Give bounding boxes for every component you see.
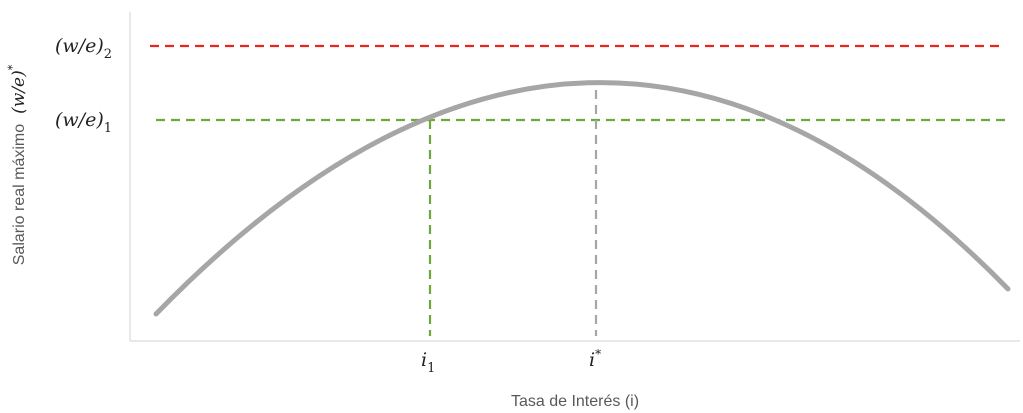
y-axis-label-sup: *	[6, 64, 19, 70]
level-label-w1: (w/e)1	[55, 109, 112, 136]
x-axis-label: Tasa de Interés (i)	[511, 393, 639, 410]
marker-label-istar: i*	[589, 347, 601, 371]
y-axis-label-text: Salario real máximo	[11, 124, 28, 265]
marker-label-i1: i1	[421, 349, 435, 376]
y-axis-label: Salario real máximo (w/e)*	[6, 64, 29, 265]
wage-interest-curve	[153, 80, 1011, 317]
svg-text:Salario real máximo (w: Salario real máximo (w/e)*	[6, 64, 29, 265]
y-axis-label-math: (w/e)	[9, 70, 29, 114]
level-label-w2: (w/e)2	[55, 35, 112, 62]
